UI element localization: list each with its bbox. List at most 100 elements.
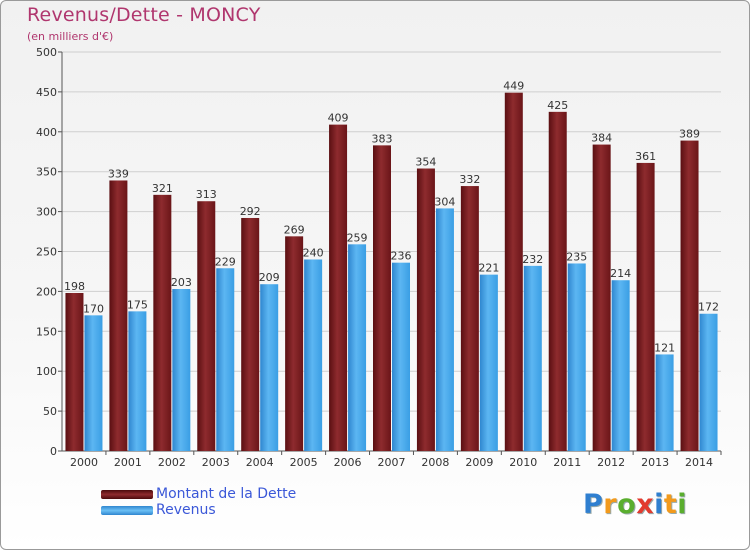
- data-label: 221: [478, 262, 499, 275]
- grid-lines: [62, 51, 721, 452]
- bar-revenus: [348, 244, 367, 451]
- x-tick-label: 2014: [685, 456, 713, 469]
- y-tick-label: 150: [36, 325, 57, 338]
- data-label: 304: [434, 195, 455, 208]
- chart-subtitle: (en milliers d'€): [27, 30, 114, 43]
- bar-revenus: [435, 208, 454, 451]
- bar-dette: [680, 140, 699, 451]
- y-tick-label: 300: [36, 206, 57, 219]
- data-label: 198: [64, 280, 85, 293]
- bar-dette: [373, 145, 391, 451]
- chart-title: Revenus/Dette - MONCY: [27, 4, 261, 26]
- data-label: 384: [591, 132, 612, 145]
- x-tick-label: 2001: [114, 456, 142, 469]
- logo-letter: r: [603, 489, 618, 520]
- proxiti-logo: Proxiti: [583, 489, 687, 520]
- x-tick-label: 2013: [641, 456, 669, 469]
- bar-dette: [636, 162, 655, 451]
- x-tick-label: 2008: [421, 456, 449, 469]
- bars-group: [65, 92, 718, 452]
- x-tick-label: 2010: [509, 456, 537, 469]
- data-labels-group: 198 170 339 175 321 203 313 229 292 209 269 240 409 2…: [64, 80, 719, 355]
- x-tick-label: 2004: [246, 456, 274, 469]
- x-tick-label: 2000: [70, 456, 98, 469]
- bar-revenus: [172, 289, 191, 451]
- bar-dette: [416, 168, 435, 451]
- data-label: 383: [372, 132, 393, 145]
- y-tick-label: 200: [36, 285, 57, 298]
- bar-dette: [548, 111, 567, 451]
- y-tick-label: 0: [50, 445, 57, 458]
- bar-dette: [241, 217, 260, 451]
- data-label: 389: [679, 128, 700, 141]
- data-label: 321: [152, 182, 173, 195]
- data-label: 240: [303, 246, 324, 259]
- data-label: 425: [547, 99, 568, 112]
- x-tick-label: 2005: [290, 456, 318, 469]
- data-label: 235: [566, 250, 587, 263]
- bar-revenus: [655, 354, 674, 451]
- data-label: 361: [635, 150, 656, 163]
- x-tick-label: 2003: [202, 456, 230, 469]
- bar-dette: [460, 186, 479, 451]
- bar-dette: [592, 144, 611, 451]
- bar-revenus: [216, 268, 235, 451]
- data-label: 332: [459, 173, 480, 186]
- data-label: 121: [654, 341, 675, 354]
- bar-dette: [109, 180, 128, 451]
- bar-revenus: [128, 311, 147, 451]
- bar-revenus: [260, 284, 279, 451]
- data-label: 269: [284, 223, 305, 236]
- data-label: 409: [328, 112, 349, 125]
- legend-label-dette: Montant de la Dette: [156, 486, 297, 502]
- bar-dette: [504, 92, 523, 451]
- data-label: 209: [259, 271, 280, 284]
- y-tick-label: 250: [36, 246, 57, 259]
- legend-swatch-revenus: [101, 506, 153, 515]
- logo-letter: t: [663, 489, 678, 520]
- y-tick-label: 350: [36, 166, 57, 179]
- x-tick-label: 2006: [334, 456, 362, 469]
- data-label: 229: [215, 255, 236, 268]
- logo-letter: P: [583, 489, 604, 520]
- y-tick-label: 50: [43, 405, 57, 418]
- x-tick-label: 2002: [158, 456, 186, 469]
- y-tick-label: 100: [36, 365, 57, 378]
- x-tick-label: 2009: [465, 456, 493, 469]
- bar-revenus: [567, 263, 586, 451]
- bar-revenus: [479, 274, 498, 451]
- x-tick-label: 2011: [553, 456, 581, 469]
- data-label: 449: [503, 80, 524, 93]
- data-label: 175: [127, 298, 148, 311]
- data-label: 203: [171, 276, 192, 289]
- bar-revenus: [523, 265, 542, 451]
- data-label: 236: [391, 250, 412, 263]
- bar-dette: [329, 124, 348, 452]
- y-tick-label: 500: [36, 46, 57, 59]
- legend-label-revenus: Revenus: [156, 502, 216, 518]
- y-tick-label: 400: [36, 126, 57, 139]
- bar-revenus: [84, 315, 103, 451]
- bar-dette: [285, 236, 304, 451]
- data-label: 214: [610, 267, 631, 280]
- x-tick-label: 2012: [597, 456, 625, 469]
- data-label: 232: [522, 253, 543, 266]
- data-label: 292: [240, 205, 261, 218]
- bar-dette: [197, 201, 216, 451]
- data-label: 172: [698, 301, 719, 314]
- legend-swatch-dette: [101, 490, 153, 499]
- data-label: 170: [83, 302, 104, 315]
- bar-revenus: [611, 280, 630, 451]
- logo-letter: o: [617, 489, 637, 520]
- x-tick-label: 2007: [378, 456, 406, 469]
- bar-revenus: [304, 259, 323, 451]
- bar-revenus: [699, 313, 718, 451]
- axes: 0 50 100 150 200 250 300 350 400 450 500 2000 2001 20…: [36, 46, 722, 469]
- bar-dette: [153, 194, 172, 452]
- data-label: 313: [196, 188, 217, 201]
- logo-letter: i: [677, 489, 688, 520]
- bar-revenus: [392, 262, 410, 451]
- y-tick-label: 450: [36, 86, 57, 99]
